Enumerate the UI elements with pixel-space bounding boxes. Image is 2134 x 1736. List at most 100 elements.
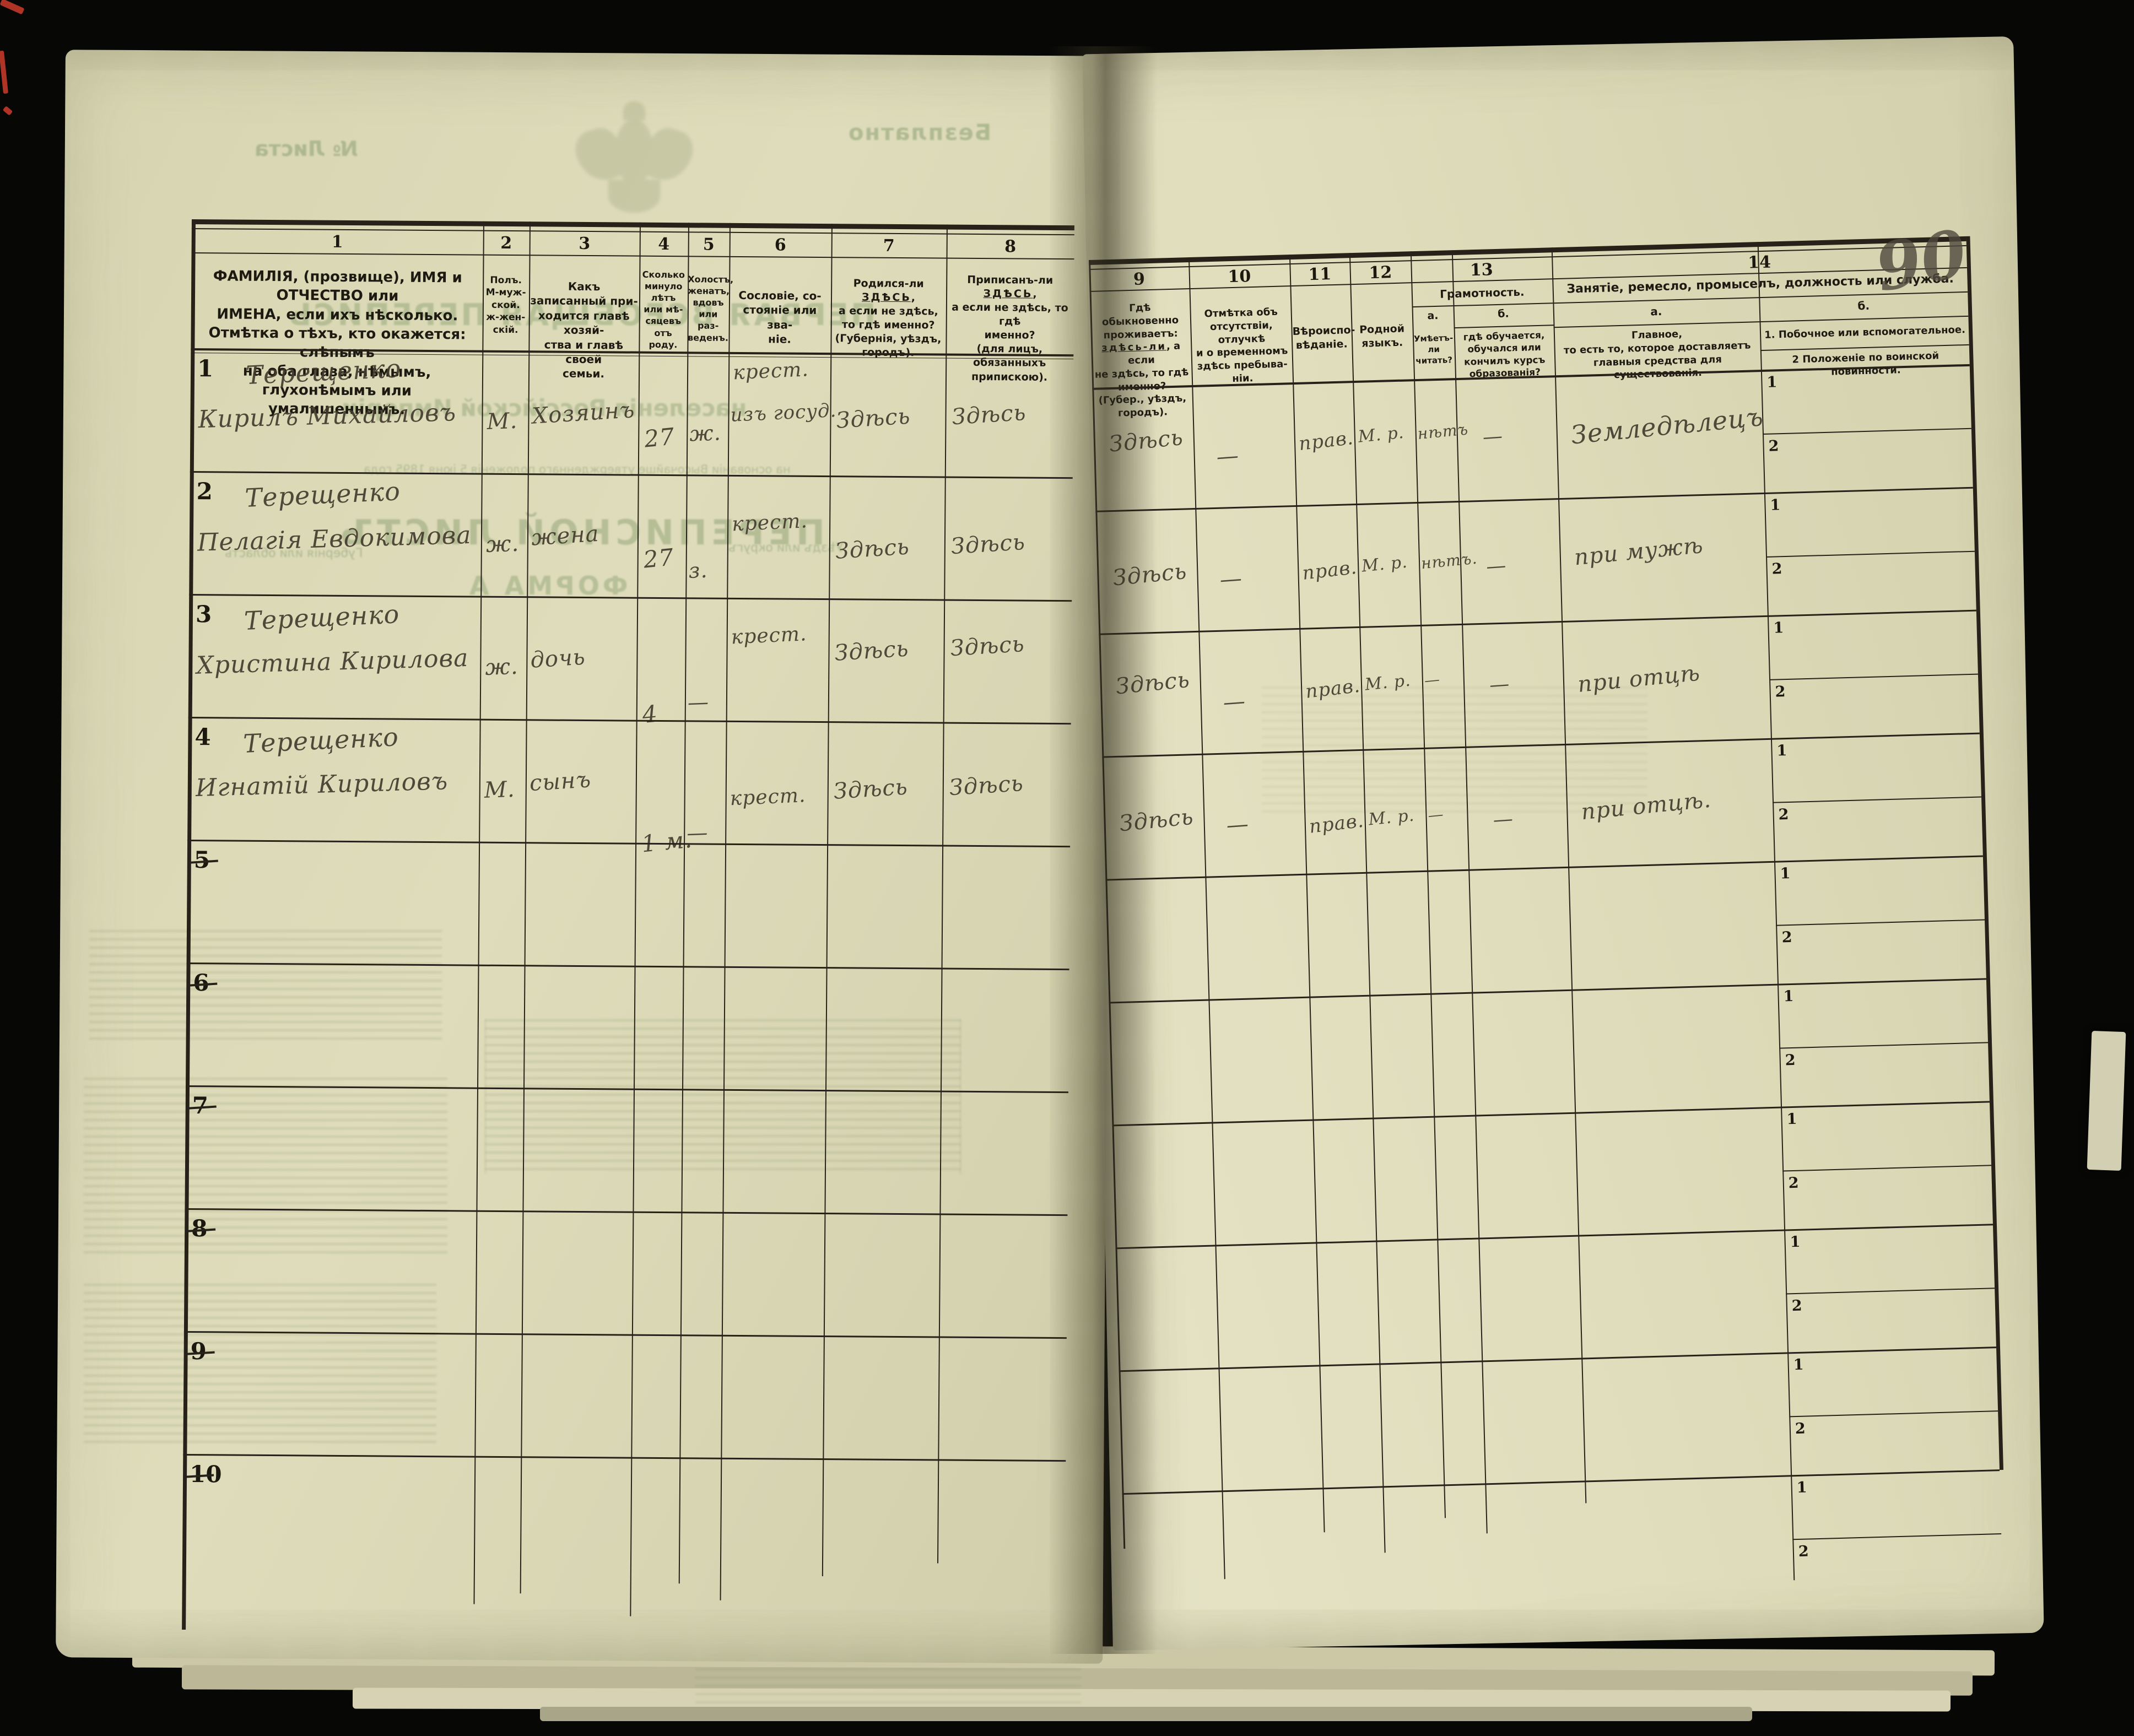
cell-marital: — [687, 689, 710, 715]
subcell-label-2: 2 [1771, 560, 1782, 578]
cell-born: Здѣсь [833, 774, 909, 804]
cell-sex: ж. [484, 653, 519, 681]
cell-born: Здѣсь [834, 636, 910, 666]
cell-occupation: при отцѣ. [1580, 787, 1712, 825]
row-number-4: 4 [195, 723, 211, 751]
census-table-left-sheet: 1 2 3 4 5 6 7 8 ФАМИЛІЯ, (прозвище), ИМЯ и ОТЧЕС… [182, 219, 1074, 1658]
cell-estate: крест. [732, 358, 809, 385]
column-header-c2: Полъ. М-муж- ской. ж-жен- скій. [485, 274, 526, 336]
column-number-6: 6 [774, 235, 786, 255]
grid-line [183, 1331, 1067, 1339]
grid-line [1779, 1042, 1989, 1049]
cell-estate: крест. [729, 784, 807, 810]
column-header-c13-a-label: а. [1427, 309, 1439, 322]
cell-born: Здѣсь [835, 403, 911, 434]
grid-line [1789, 1410, 1998, 1418]
grid-line [1776, 919, 1985, 926]
row-number-9: 9 [190, 1338, 207, 1365]
cell-relation: сынъ [528, 767, 592, 797]
cell-resides: Здѣсь [1108, 424, 1185, 457]
cell-religion: прав. [1301, 556, 1358, 585]
cell-relation: Хозяинъ [531, 397, 636, 429]
grid-line [186, 1085, 1068, 1094]
cell-language: М. р. [1360, 552, 1409, 576]
grid-line [185, 1208, 1068, 1216]
cell-school: — [1492, 807, 1515, 832]
subcell-label-2: 2 [1778, 806, 1789, 824]
grid-line [937, 224, 948, 1564]
cell-estate: крест. [730, 623, 808, 649]
grid-line [1105, 855, 1983, 881]
column-number-7: 7 [883, 236, 895, 256]
grid-line [186, 962, 1069, 971]
subcell-label-1: 1 [1783, 987, 1794, 1005]
grid-line [1786, 1288, 1995, 1295]
subcell-label-1: 1 [1793, 1356, 1804, 1374]
grid-line [1115, 1224, 1993, 1250]
grid-line [1766, 550, 1975, 558]
column-header-c5: Холостъ, женатъ, вдовъ или раз- веденъ. [688, 274, 734, 343]
cell-ascribed: Здѣсь [950, 529, 1026, 560]
grid-line [1782, 1165, 1992, 1172]
cell-estate2: изъ госуд. [730, 399, 838, 426]
census-table-right-sheet: 90 9 10 11 12 13 14 Гдѣ обыкновенно проживаетъ… [1089, 214, 2007, 1609]
cell-sex: М. [486, 408, 518, 435]
subcell-label-2: 2 [1768, 437, 1779, 455]
subcell-label-1: 1 [1786, 1110, 1797, 1128]
grid-line [1109, 978, 1986, 1004]
grid-line [1454, 325, 1554, 329]
grid-line [520, 221, 531, 1594]
row-number-3: 3 [195, 601, 212, 628]
bleed-paragraph-block [84, 1078, 447, 1259]
column-header-c4: Сколько минуло лѣтъ или мѣ- сяцевъ отъ р… [642, 269, 685, 350]
cell-age: 4 [641, 700, 659, 729]
column-number-2: 2 [500, 233, 512, 253]
row-number-2: 2 [196, 478, 213, 505]
bleed-paragraph-block [89, 930, 442, 1046]
subcell-label-2: 2 [1775, 683, 1786, 701]
column-header-c8: Приписанъ-ли ЗДѢСЬ, а если не здѣсь, то … [952, 273, 1068, 383]
subcell-label-1: 1 [1776, 742, 1787, 760]
column-header-c13-a: Умѣетъ- ли читать? [1413, 333, 1454, 366]
subcell-label-2: 2 [1785, 1051, 1796, 1069]
grid-line [1102, 732, 1980, 758]
cell-absence: — [1219, 565, 1244, 593]
cell-religion: прав. [1304, 674, 1362, 703]
row-number-7: 7 [192, 1092, 209, 1120]
cell-reads: нѣтъ [1417, 420, 1470, 444]
subcell-label-2: 2 [1788, 1174, 1800, 1192]
cell-resides: Здѣсь [1114, 667, 1191, 700]
column-header-c14-a-label: а. [1650, 304, 1662, 318]
grid-line [1451, 250, 1488, 1534]
subcell-label-1: 1 [1770, 496, 1781, 514]
cell-relation: дочь [530, 644, 586, 673]
cell-school: — [1482, 425, 1504, 449]
column-header-c14-b-label: б. [1857, 299, 1870, 313]
grid-line [822, 224, 833, 1577]
cell-born: Здѣсь [834, 534, 910, 564]
column-header-c12: Родной языкъ. [1359, 322, 1405, 350]
column-header-c11: Вѣроиспо- вѣданіе. [1292, 323, 1355, 351]
grid-line [1112, 1101, 1990, 1127]
column-number-8: 8 [1004, 237, 1017, 257]
subcell-label-1: 1 [1790, 1233, 1801, 1251]
cell-resides: Здѣсь [1111, 558, 1188, 591]
grid-line [1773, 796, 1981, 803]
row-number-1: 1 [197, 355, 214, 382]
row-number-8: 8 [191, 1215, 208, 1242]
cell-religion: прав. [1298, 426, 1355, 456]
sheet-number-annotation: 90 [1870, 214, 1973, 306]
column-header-c3: Какъ записанный при- ходится главѣ хозяй… [530, 279, 638, 381]
cell-reads: нѣтъ. [1420, 549, 1478, 573]
cell-resides: Здѣсь [1118, 804, 1195, 837]
column-header-c1: ФАМИЛІЯ, (прозвище), ИМЯ и ОТЧЕСТВО или … [208, 268, 466, 418]
grid-line [1349, 253, 1386, 1553]
cell-language: М. р. [1368, 805, 1416, 830]
cell-surname: Терещенко [244, 476, 401, 513]
subcell-label-1: 1 [1796, 1479, 1807, 1497]
cell-age: 27 [642, 543, 676, 574]
cell-occupation: при отцѣ [1576, 660, 1701, 697]
imperial-eagle-watermark [570, 97, 698, 229]
cell-estate: крест. [731, 510, 808, 536]
grid-line [187, 839, 1071, 848]
